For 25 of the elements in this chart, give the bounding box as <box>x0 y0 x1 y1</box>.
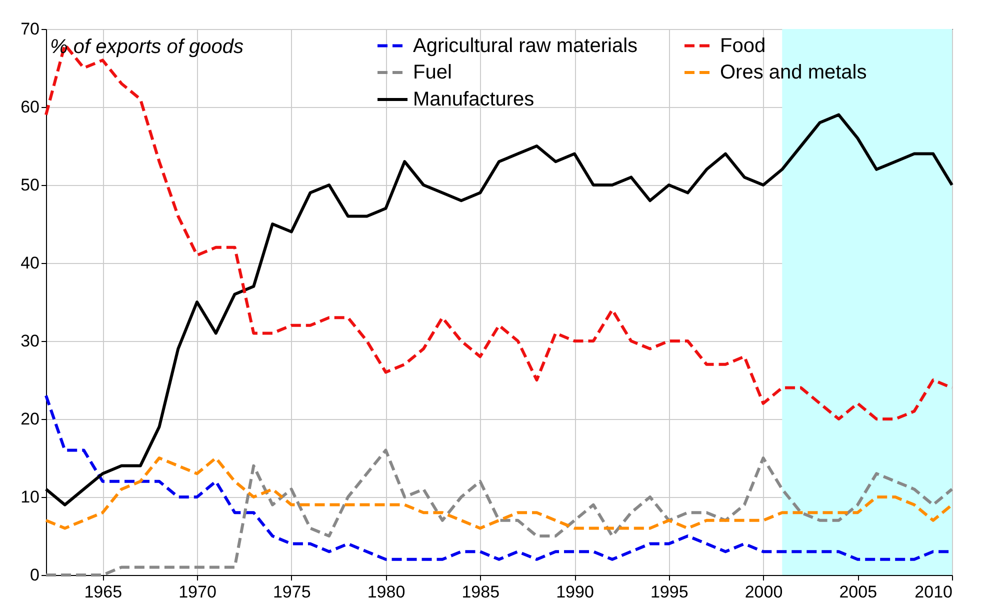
x-tick-label: 1990 <box>556 582 594 602</box>
y-tick-label: 20 <box>20 410 40 428</box>
y-tick-label: 30 <box>20 332 40 350</box>
x-tick-label: 1995 <box>650 582 688 602</box>
x-tick-label: 2010 <box>914 582 952 602</box>
x-tick-label: 2005 <box>839 582 878 602</box>
legend-label: Ores and metals <box>720 62 867 84</box>
y-tick-label: 70 <box>20 20 40 38</box>
legend-label: Manufactures <box>413 88 534 110</box>
x-tick-label: 1980 <box>367 582 406 602</box>
y-tick-label: 60 <box>20 98 40 116</box>
x-tick-label: 1975 <box>272 582 311 602</box>
x-tick-label: 1965 <box>84 582 122 602</box>
x-tick-label: 1985 <box>462 582 500 602</box>
y-tick-label: 40 <box>20 254 40 272</box>
legend-label: Fuel <box>413 62 452 84</box>
y-tick-label: 0 <box>30 566 40 584</box>
y-tick-label: 50 <box>20 176 40 194</box>
x-tick-label: 1970 <box>178 582 216 602</box>
legend-label: Agricultural raw materials <box>413 34 638 57</box>
line-series <box>44 456 954 530</box>
legend-label: Food <box>720 34 766 57</box>
y-tick-label: 10 <box>20 488 40 506</box>
y-axis-title: % of exports of goods <box>50 36 244 58</box>
x-tick-label: 2000 <box>744 582 783 602</box>
